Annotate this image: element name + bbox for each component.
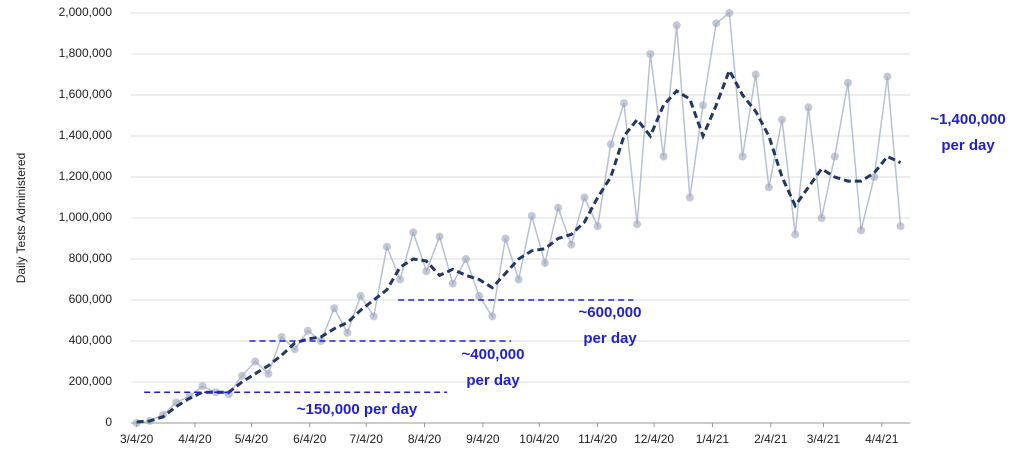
daily-point [580, 193, 589, 202]
daily-point [843, 78, 852, 87]
daily-point [501, 234, 510, 243]
daily-point [659, 152, 668, 161]
daily-point [435, 232, 444, 241]
daily-point [330, 304, 339, 313]
daily-point [540, 259, 549, 268]
daily-point [751, 70, 760, 79]
daily-point [303, 326, 312, 335]
reference-label: per day [583, 330, 637, 347]
daily-point [567, 240, 576, 249]
daily-point [699, 101, 708, 110]
x-tick-label: 5/4/20 [235, 432, 269, 446]
daily-point [461, 255, 470, 263]
daily-point [514, 275, 523, 284]
x-tick-label: 4/4/20 [178, 432, 212, 446]
daily-point [672, 21, 681, 30]
daily-point [264, 369, 273, 378]
average-line [136, 66, 902, 424]
daily-point [382, 242, 391, 251]
x-tick-label: 4/4/21 [865, 432, 899, 446]
daily-point [396, 275, 405, 284]
x-tick-label: 3/4/21 [807, 432, 841, 446]
y-tick-label: 200,000 [69, 374, 113, 388]
daily-point [198, 382, 207, 391]
x-tick-label: 3/4/20 [120, 432, 154, 446]
daily-point [725, 9, 734, 17]
daily-point [475, 291, 484, 300]
y-tick-label: 1,400,000 [59, 128, 113, 142]
reference-label: ~400,000 [462, 346, 525, 363]
daily-point [251, 357, 260, 366]
daily-point [448, 279, 457, 288]
daily-point [870, 173, 879, 181]
x-tick-label: 6/4/20 [293, 432, 327, 446]
daily-point [593, 222, 602, 231]
daily-point [883, 72, 892, 81]
reference-label: per day [466, 372, 520, 389]
daily-point [554, 203, 563, 212]
daily-point [804, 103, 813, 112]
daily-point [238, 371, 247, 380]
daily-point [633, 220, 642, 229]
x-tick-label: 11/4/20 [578, 432, 617, 446]
x-tick-label: 2/4/21 [754, 432, 788, 446]
x-tick-label: 8/4/20 [408, 432, 442, 446]
y-tick-label: 1,800,000 [59, 46, 113, 60]
daily-point [791, 230, 800, 239]
daily-point [488, 312, 497, 321]
y-tick-label: 0 [105, 415, 112, 429]
annotation: ~1,400,000 [930, 111, 1006, 128]
y-tick-label: 2,000,000 [59, 5, 113, 19]
y-tick-label: 1,200,000 [59, 169, 113, 183]
daily-point [606, 140, 615, 149]
x-tick-label: 9/4/20 [466, 432, 500, 446]
daily-point [369, 312, 378, 321]
daily-point [422, 267, 431, 276]
daily-point [738, 152, 747, 161]
x-tick-label: 7/4/20 [350, 432, 384, 446]
daily-point [857, 226, 866, 235]
x-tick-label: 10/4/20 [519, 432, 559, 446]
daily-point [646, 50, 655, 58]
daily-point [685, 193, 694, 202]
daily-point [896, 222, 905, 231]
daily-point [409, 228, 418, 237]
daily-point [619, 99, 628, 108]
reference-label: ~600,000 [579, 304, 642, 321]
x-tick-label: 12/4/20 [634, 432, 674, 446]
y-tick-label: 400,000 [69, 333, 113, 347]
annotation: per day [941, 137, 995, 154]
y-axis-label: Daily Tests Administered [14, 153, 28, 284]
y-tick-label: 600,000 [69, 292, 113, 306]
daily-point [764, 183, 773, 192]
y-tick-label: 800,000 [69, 251, 113, 265]
daily-point [290, 345, 299, 354]
y-tick-label: 1,600,000 [59, 87, 113, 101]
reference-label: ~150,000 per day [297, 401, 418, 418]
daily-point [343, 328, 352, 337]
daily-point [817, 214, 826, 222]
x-tick-label: 1/4/21 [696, 432, 730, 446]
daily-point [277, 332, 286, 341]
daily-point [830, 152, 839, 161]
daily-point [356, 291, 365, 300]
y-tick-label: 1,000,000 [59, 210, 113, 224]
daily-point [778, 115, 787, 124]
daily-point [527, 211, 536, 220]
daily-point [712, 19, 721, 28]
